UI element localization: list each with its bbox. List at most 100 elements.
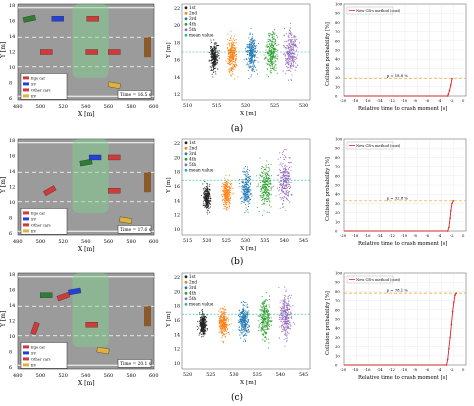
sample-point <box>237 76 239 78</box>
legend-marker <box>184 6 188 10</box>
x-tick-label: 0 <box>462 98 465 103</box>
sample-point <box>246 306 249 308</box>
sample-point <box>231 68 233 70</box>
sample-point <box>208 195 210 198</box>
sample-point <box>291 67 293 69</box>
sample-point <box>295 57 298 60</box>
sample-point <box>293 45 295 47</box>
sample-point <box>229 187 231 189</box>
sample-point <box>271 324 273 326</box>
sample-point <box>226 186 228 189</box>
sample-point <box>290 186 292 188</box>
sample-point <box>246 43 248 46</box>
sample-point <box>283 305 285 307</box>
sample-point <box>262 321 264 323</box>
sample-point <box>272 45 274 47</box>
sample-point <box>200 326 202 328</box>
y-tick-label: 16 <box>9 153 15 159</box>
sample-point <box>238 316 240 318</box>
sample-point <box>282 180 285 182</box>
sample-point <box>286 303 288 305</box>
sample-point <box>290 311 292 313</box>
sample-point <box>283 180 286 182</box>
sample-point <box>278 194 280 196</box>
sample-point <box>247 325 249 327</box>
sample-point <box>288 47 290 49</box>
sample-point <box>230 47 233 49</box>
sample-point <box>257 42 259 45</box>
sample-point <box>230 183 233 185</box>
sample-point <box>293 64 295 66</box>
sample-point <box>263 189 265 191</box>
sample-point <box>219 309 221 311</box>
sample-point <box>262 301 264 303</box>
sample-point <box>264 326 266 328</box>
sample-point <box>253 50 255 52</box>
sample-point <box>249 185 251 188</box>
sample-point <box>274 66 276 68</box>
y-axis-label: Collision probability [%] <box>325 291 331 355</box>
sample-point <box>290 79 292 82</box>
sample-point <box>263 319 265 321</box>
sample-point <box>288 191 290 193</box>
sample-point <box>250 62 252 64</box>
sample-point <box>227 320 229 322</box>
sample-point <box>282 324 284 326</box>
probability-point <box>446 358 449 361</box>
sample-point <box>244 319 246 321</box>
sample-point <box>222 182 224 184</box>
sample-point <box>278 315 280 317</box>
sample-point <box>289 66 292 68</box>
y-axis-label: Collision probability [%] <box>325 22 331 86</box>
sample-point <box>287 183 289 185</box>
sample-point <box>224 187 226 189</box>
sample-point <box>248 37 250 39</box>
sample-point <box>261 197 264 199</box>
sample-point <box>284 298 286 300</box>
sample-point <box>282 202 284 204</box>
sample-point <box>270 61 272 64</box>
threshold-annotation: p = 32.8 % <box>387 195 409 200</box>
sample-point <box>263 324 266 326</box>
sample-point <box>289 321 291 323</box>
y-tick-label: 14 <box>174 198 180 204</box>
y-tick-label: 20 <box>174 289 180 295</box>
cluster-3rd <box>239 165 253 214</box>
sample-point <box>225 312 227 314</box>
x-tick-label: -16 <box>364 98 371 103</box>
y-tick-label: 8 <box>9 215 12 221</box>
sample-point <box>261 175 263 177</box>
sample-point <box>249 46 251 48</box>
sample-point <box>280 307 282 309</box>
sample-point <box>284 184 286 186</box>
sample-point <box>271 320 273 322</box>
sample-point <box>293 59 295 61</box>
sample-point <box>285 312 287 314</box>
sample-point <box>204 319 206 321</box>
sample-point <box>245 178 247 180</box>
sample-point <box>232 73 234 76</box>
sample-point <box>242 303 244 305</box>
sample-point <box>292 66 294 68</box>
sample-point <box>275 49 277 51</box>
legend-label: 3rd <box>189 151 197 156</box>
sample-point <box>239 330 241 332</box>
sample-point <box>211 69 213 71</box>
sample-point <box>248 169 250 171</box>
sample-point <box>290 62 293 64</box>
sample-point <box>210 52 212 54</box>
sample-point <box>288 52 290 54</box>
sample-point <box>284 156 286 158</box>
sample-point <box>283 326 285 328</box>
sample-point <box>254 55 256 57</box>
sample-point <box>255 59 257 61</box>
sample-point <box>251 38 254 40</box>
sample-point <box>203 327 206 329</box>
sample-point <box>245 301 247 303</box>
sample-point <box>292 59 294 61</box>
sample-point <box>280 172 282 174</box>
sample-point <box>200 320 202 322</box>
sample-point <box>243 301 245 303</box>
sample-point <box>280 300 282 302</box>
sample-point <box>235 54 237 56</box>
